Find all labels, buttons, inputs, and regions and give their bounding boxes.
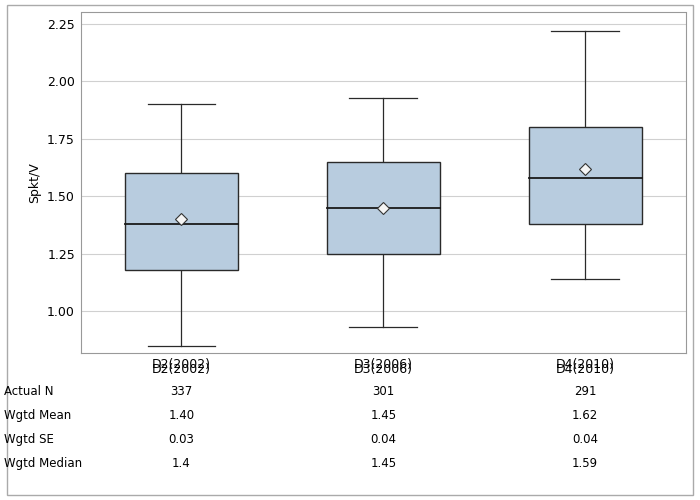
Text: 1.45: 1.45 [370,409,397,422]
Bar [528,128,642,224]
Text: Wgtd SE: Wgtd SE [4,433,53,446]
Text: 1.4: 1.4 [172,457,190,470]
Bar [125,174,238,270]
Text: 291: 291 [574,385,596,398]
Text: D4(2010): D4(2010) [556,362,615,376]
Text: Wgtd Mean: Wgtd Mean [4,409,71,422]
Text: 0.04: 0.04 [370,433,397,446]
Text: D2(2002): D2(2002) [152,362,211,376]
Text: Wgtd Median: Wgtd Median [4,457,82,470]
Text: 0.03: 0.03 [169,433,194,446]
Text: 1.59: 1.59 [572,457,598,470]
Text: D3(2006): D3(2006) [354,362,413,376]
Text: 1.40: 1.40 [168,409,195,422]
Text: 0.04: 0.04 [572,433,598,446]
Text: 1.45: 1.45 [370,457,397,470]
Text: 301: 301 [372,385,395,398]
Text: 337: 337 [170,385,192,398]
Text: 1.62: 1.62 [572,409,598,422]
Text: Actual N: Actual N [4,385,53,398]
Bar [327,162,440,254]
Y-axis label: Spkt/V: Spkt/V [29,162,41,203]
